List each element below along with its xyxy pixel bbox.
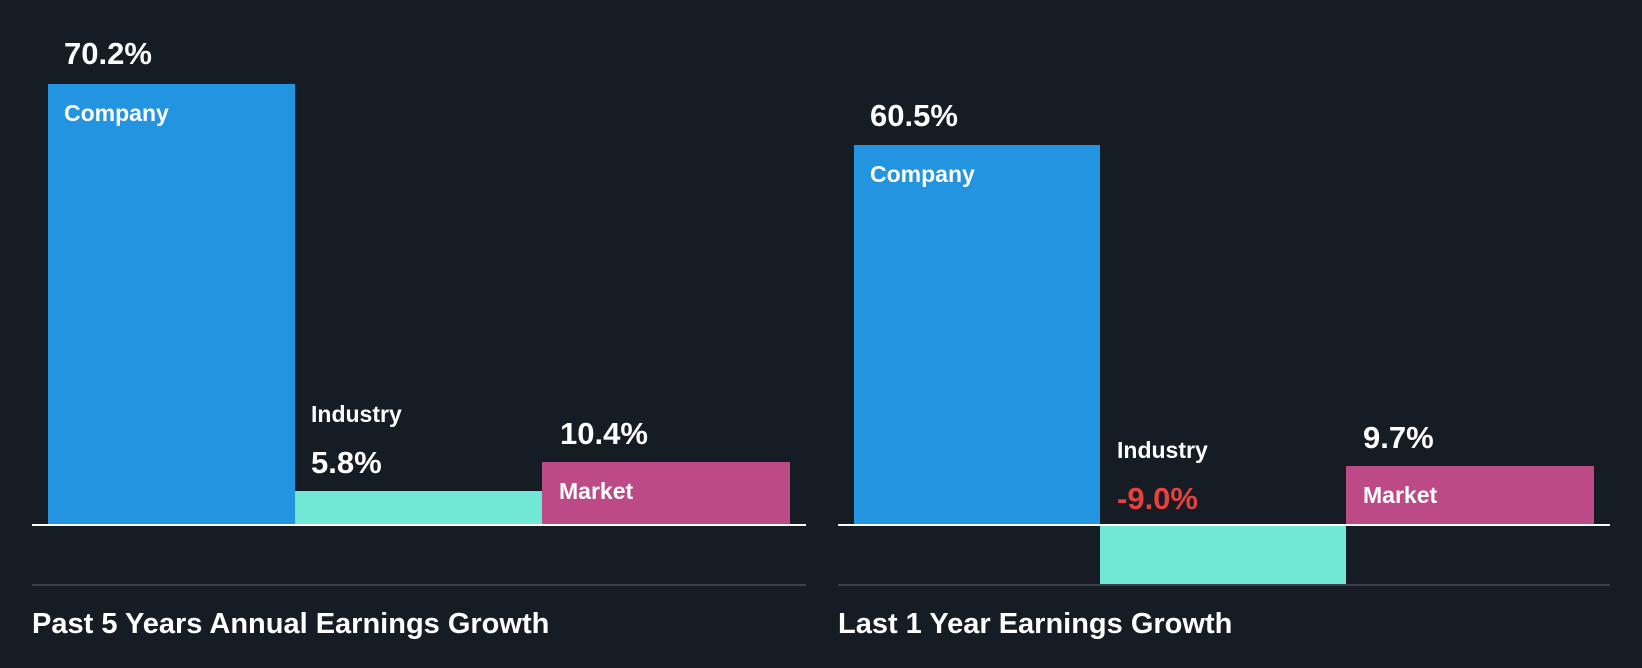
chart-title: Last 1 Year Earnings Growth — [838, 608, 1233, 640]
industry-bar-label: Industry — [311, 401, 402, 427]
company-bar-label: Company — [64, 100, 169, 126]
industry-bar — [295, 491, 542, 525]
company-bar-label: Company — [870, 161, 975, 187]
industry-value-label: -9.0% — [1117, 481, 1198, 516]
industry-bar-label: Industry — [1117, 437, 1208, 463]
company-bar — [48, 84, 295, 525]
market-value-label: 9.7% — [1363, 420, 1434, 455]
chart-past-5-years: 70.2% Company Industry 5.8% 10.4% Market… — [32, 36, 806, 640]
zero-baseline — [838, 524, 1610, 526]
market-bar-label: Market — [1363, 482, 1438, 508]
market-value-label: 10.4% — [560, 416, 648, 451]
chart-title: Past 5 Years Annual Earnings Growth — [32, 608, 550, 640]
zero-baseline — [32, 524, 806, 526]
company-value-label: 60.5% — [870, 98, 958, 133]
separator-line — [838, 584, 1610, 586]
industry-bar — [1100, 526, 1346, 584]
separator-line — [32, 584, 806, 586]
company-value-label: 70.2% — [64, 36, 152, 71]
company-bar — [854, 145, 1100, 525]
market-bar — [1346, 466, 1594, 525]
industry-value-label: 5.8% — [311, 445, 382, 480]
market-bar-label: Market — [559, 478, 634, 504]
market-bar — [542, 462, 790, 525]
